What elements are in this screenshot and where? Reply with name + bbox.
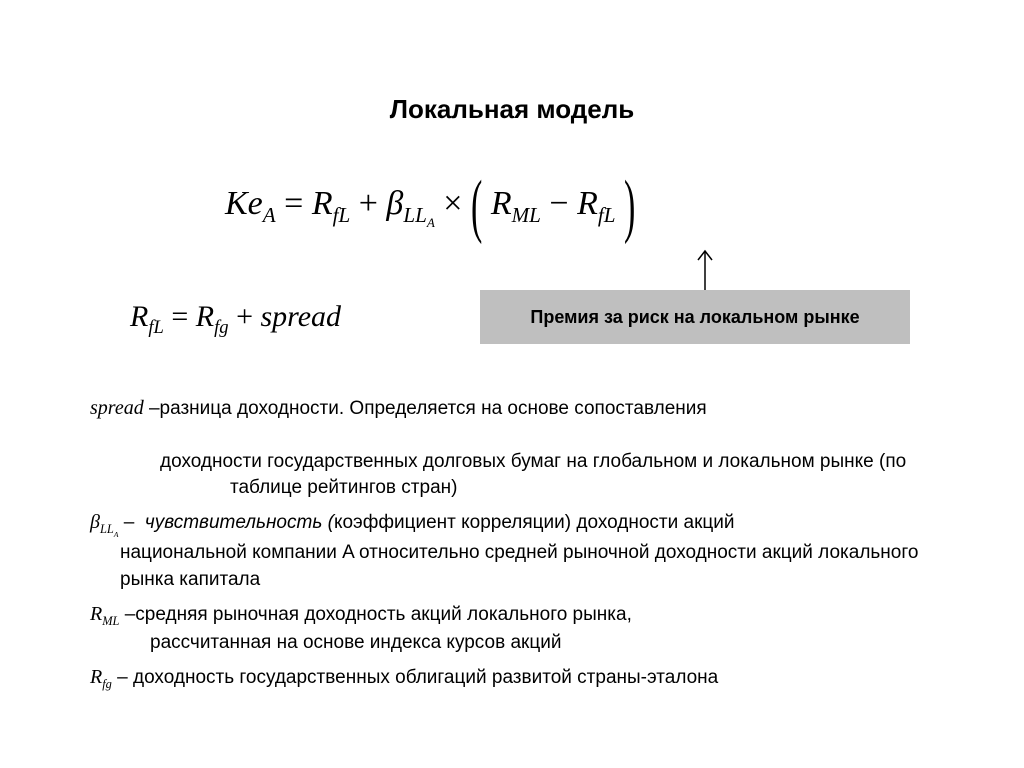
formula-main: KeA = RfL + βLLA × ( RML − RfL ) (225, 185, 635, 231)
spread-term: spread (260, 300, 341, 333)
rfl1-sub: fL (333, 203, 351, 227)
lparen: ( (471, 168, 482, 248)
desc-spread: spread –разница доходности. Определяется… (90, 395, 950, 501)
rfl-sub: fL (148, 317, 164, 338)
descriptions: spread –разница доходности. Определяется… (90, 395, 950, 701)
rml-sub: ML (512, 203, 541, 227)
desc-rfg-line1: – доходность государственных облигаций р… (112, 667, 718, 688)
desc-beta-line2: национальной компании A относительно сре… (90, 540, 950, 592)
ke-sub: A (263, 203, 276, 227)
desc-beta-symbol: βLLA (90, 511, 118, 533)
beta-sub1: LLA (403, 203, 434, 227)
rfg-base: R (196, 300, 214, 333)
rparen: ) (624, 168, 635, 248)
page-title: Локальная модель (0, 94, 1024, 125)
times: × (443, 185, 462, 222)
eq2: = (171, 300, 188, 333)
rfg-sub: fg (214, 317, 228, 338)
desc-rml-line1: –средняя рыночная доходность акций локал… (119, 604, 631, 625)
desc-rml-line2: рассчитанная на основе индекса курсов ак… (150, 630, 561, 656)
rfl2-base: R (577, 185, 598, 222)
beta: β (386, 185, 403, 222)
ke-base: Ke (225, 185, 263, 222)
desc-beta-line1: коэффициент корреляции) доходности акций (334, 512, 735, 533)
callout-premium-local: Премия за риск на локальном рынке (480, 290, 910, 344)
plus: + (359, 185, 378, 222)
desc-rml: RML –средняя рыночная доходность акций л… (90, 601, 950, 656)
formula-rfl: RfL = Rfg + spread (130, 300, 341, 339)
callout-text: Премия за риск на локальном рынке (530, 306, 859, 329)
desc-beta-italic: чувствительность ( (145, 512, 334, 533)
desc-rfg-symbol: Rfg (90, 666, 112, 688)
desc-rml-symbol: RML (90, 603, 119, 625)
rfl-base: R (130, 300, 148, 333)
arrow-icon (695, 246, 715, 290)
rml-base: R (491, 185, 512, 222)
rfl1-base: R (312, 185, 333, 222)
desc-rfg: Rfg – доходность государственных облигац… (90, 664, 950, 693)
plus2: + (236, 300, 253, 333)
minus: − (549, 185, 568, 222)
desc-spread-line1: –разница доходности. Определяется на осн… (144, 398, 707, 419)
desc-spread-line2-text: доходности государственных долговых бума… (160, 449, 950, 501)
rfl2-sub: fL (598, 203, 616, 227)
desc-spread-symbol: spread (90, 397, 144, 419)
desc-beta: βLLA – чувствительность (коэффициент кор… (90, 509, 950, 593)
eq: = (284, 185, 303, 222)
